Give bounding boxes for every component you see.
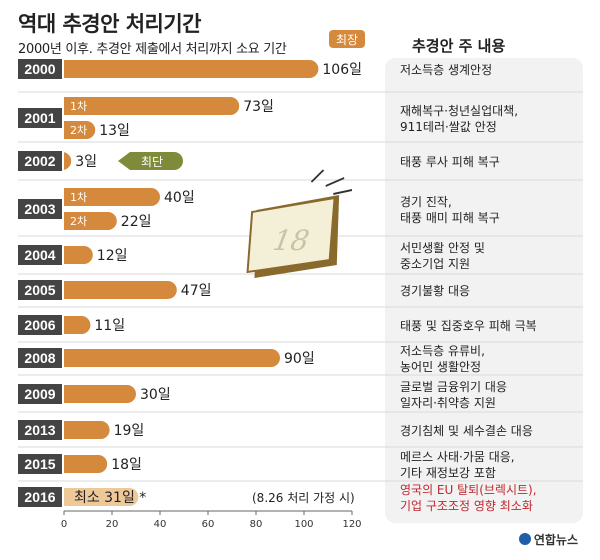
- year-label: 2009: [24, 386, 55, 402]
- year-label-box: [18, 199, 62, 219]
- year-label-box: [18, 348, 62, 368]
- year-label-box: [18, 280, 62, 300]
- bar-series-label: 1차: [70, 100, 87, 113]
- longest-badge: [329, 30, 365, 48]
- bar: [64, 212, 117, 230]
- calendar-illustration-icon: 18: [246, 169, 353, 278]
- bar-value-label: 40일: [164, 190, 195, 206]
- year-label: 2015: [24, 456, 55, 472]
- content-text: 911테러·쌀값 안정: [400, 120, 497, 134]
- svg-text:18: 18: [270, 224, 311, 257]
- year-label: 2003: [24, 201, 55, 217]
- bar-value-label: 73일: [243, 99, 274, 115]
- bar: [64, 188, 160, 206]
- bar: [64, 121, 96, 139]
- content-text: 태풍 매미 피해 복구: [400, 211, 500, 225]
- year-label-box: [18, 108, 62, 128]
- year-label: 2004: [24, 247, 55, 263]
- bar: [64, 316, 91, 334]
- bar: [64, 385, 136, 403]
- year-label: 2013: [24, 422, 55, 438]
- x-tick-label: 100: [294, 519, 313, 530]
- content-text: 재해복구·청년실업대책,: [400, 103, 518, 118]
- content-text: 경기불황 대응: [400, 284, 470, 298]
- year-label-box: [18, 59, 62, 79]
- year-label-box: [18, 151, 62, 171]
- x-tick-label: 20: [106, 519, 119, 530]
- bar: [64, 97, 240, 115]
- bar: [64, 455, 108, 473]
- bar: [64, 246, 93, 264]
- year-label: 2002: [24, 153, 55, 169]
- bar-series-label: 2차: [70, 215, 87, 228]
- year-label: 2006: [24, 317, 55, 333]
- year-label-box: [18, 420, 62, 440]
- content-text: 농어민 생활안정: [400, 360, 481, 374]
- bar-value-label: 11일: [94, 318, 125, 334]
- bar-value-label: 47일: [181, 283, 212, 299]
- content-text: 중소기업 지원: [400, 257, 470, 271]
- year-label-box: [18, 384, 62, 404]
- bar-value-label: 12일: [97, 248, 128, 264]
- content-text: 태풍 루사 피해 복구: [400, 155, 500, 169]
- content-text: 글로벌 금융위기 대응: [400, 380, 507, 394]
- year-label-box: [18, 454, 62, 474]
- content-text: 일자리·취약층 지원: [400, 395, 496, 410]
- bar: [64, 281, 177, 299]
- year-label: 2008: [24, 350, 55, 366]
- content-text: 저소득층 유류비,: [400, 344, 485, 358]
- content-text: 메르스 사태·가뭄 대응,: [400, 450, 515, 464]
- page-title: 역대 추경안 처리기간: [18, 12, 202, 36]
- x-tick-label: 40: [154, 519, 167, 530]
- shortest-badge-label: 최단: [141, 155, 163, 169]
- x-tick-label: 60: [202, 519, 215, 530]
- content-text: 태풍 및 집중호우 피해 극복: [400, 319, 537, 333]
- bar-value-label: 18일: [111, 457, 142, 473]
- bar-series-label: 1차: [70, 191, 87, 204]
- bar-value-label: 3일: [75, 154, 97, 170]
- bar-value-label: 최소 31일 *: [74, 490, 146, 506]
- x-tick-label: 0: [61, 519, 67, 530]
- shortest-badge: [118, 152, 183, 170]
- bar-value-label: 13일: [99, 123, 130, 139]
- year-label-box: [18, 245, 62, 265]
- brand-text: 연합뉴스: [533, 533, 578, 547]
- content-panel-title: 추경안 주 내용: [412, 37, 506, 55]
- longest-badge-label: 최장: [336, 33, 358, 47]
- bar-value-label: 19일: [114, 423, 145, 439]
- x-tick-label: 80: [250, 519, 263, 530]
- bar: [64, 421, 110, 439]
- content-text: 경기침체 및 세수결손 대응: [400, 424, 533, 438]
- content-text: 저소득층 생계안정: [400, 63, 492, 77]
- content-panel: [385, 58, 583, 523]
- content-text: 서민생활 안정 및: [400, 241, 485, 255]
- year-label-box: [18, 487, 62, 507]
- year-label: 2000: [24, 61, 55, 77]
- content-text: 영국의 EU 탈퇴(브렉시트),: [400, 483, 537, 497]
- bar-value-label: 90일: [284, 351, 315, 367]
- bar: [62, 152, 72, 170]
- content-text: 경기 진작,: [400, 195, 452, 209]
- year-label-box: [18, 315, 62, 335]
- bar-value-label: 106일: [322, 62, 362, 78]
- brand-logo: 연합뉴스: [518, 531, 578, 548]
- bar: [64, 488, 139, 506]
- year-label: 2001: [24, 110, 55, 126]
- bar-value-label: 22일: [121, 214, 152, 230]
- bar: [64, 349, 280, 367]
- content-text: 기타 재정보강 포함: [400, 466, 496, 480]
- year-label: 2016: [24, 489, 55, 505]
- bar-series-label: 2차: [70, 124, 87, 137]
- brand-mark-icon: [518, 533, 531, 545]
- bar: [64, 60, 319, 78]
- chart-subtitle: 2000년 이후. 추경안 제출에서 처리까지 소요 기간: [18, 42, 287, 57]
- content-text: 기업 구조조정 영향 최소화: [400, 499, 533, 513]
- bar-value-label: 30일: [140, 387, 171, 403]
- footnote: (8.26 처리 가정 시): [252, 491, 355, 505]
- year-label: 2005: [24, 282, 55, 298]
- x-tick-label: 120: [342, 519, 361, 530]
